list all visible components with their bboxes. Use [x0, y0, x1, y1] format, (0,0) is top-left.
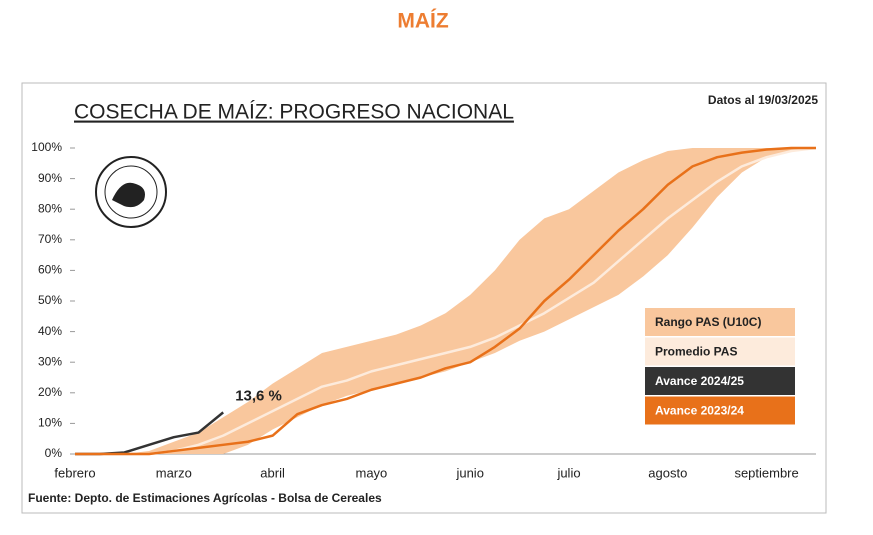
- page-title: MAÍZ: [397, 10, 448, 33]
- y-tick-label: 10%: [38, 416, 62, 430]
- x-tick-label: mayo: [356, 465, 388, 480]
- y-tick-label: 30%: [38, 354, 62, 368]
- y-tick-label: 100%: [31, 140, 62, 154]
- y-tick-label: 80%: [38, 201, 62, 215]
- chart-title: COSECHA DE MAÍZ: PROGRESO NACIONAL: [74, 101, 514, 124]
- data-label: 13,6 %: [235, 387, 282, 404]
- x-tick-label: abril: [260, 465, 285, 480]
- series-line: [75, 146, 817, 456]
- y-tick-label: 90%: [38, 171, 62, 185]
- x-tick-label: junio: [455, 465, 483, 480]
- x-tick-label: agosto: [648, 465, 687, 480]
- legend-swatch: [645, 308, 795, 336]
- y-tick-label: 20%: [38, 385, 62, 399]
- x-tick-label: julio: [556, 465, 580, 480]
- chart-frame: [21, 82, 827, 514]
- y-tick-label: 70%: [38, 232, 62, 246]
- x-tick-label: febrero: [54, 465, 95, 480]
- x-tick-label: septiembre: [734, 465, 798, 480]
- x-tick-label: marzo: [156, 465, 192, 480]
- legend-swatch: [645, 337, 795, 366]
- range-band: [75, 148, 816, 454]
- legend-swatch: [645, 396, 795, 425]
- y-tick-label: 40%: [38, 324, 62, 338]
- y-tick-label: 60%: [38, 263, 62, 277]
- y-tick-label: 0%: [45, 446, 63, 460]
- legend-label: Avance 2023/24: [655, 404, 744, 418]
- legend-label: Rango PAS (U10C): [655, 315, 761, 329]
- legend-label: Promedio PAS: [655, 345, 737, 359]
- series-line: [75, 146, 816, 456]
- legend-swatch: [645, 367, 795, 395]
- logo: [95, 156, 167, 228]
- source: Fuente: Depto. de Estimaciones Agrícolas…: [28, 491, 382, 505]
- chart-subtitle: Datos al 19/03/2025: [708, 93, 818, 107]
- legend-label: Avance 2024/25: [655, 374, 744, 388]
- y-tick-label: 50%: [38, 293, 62, 307]
